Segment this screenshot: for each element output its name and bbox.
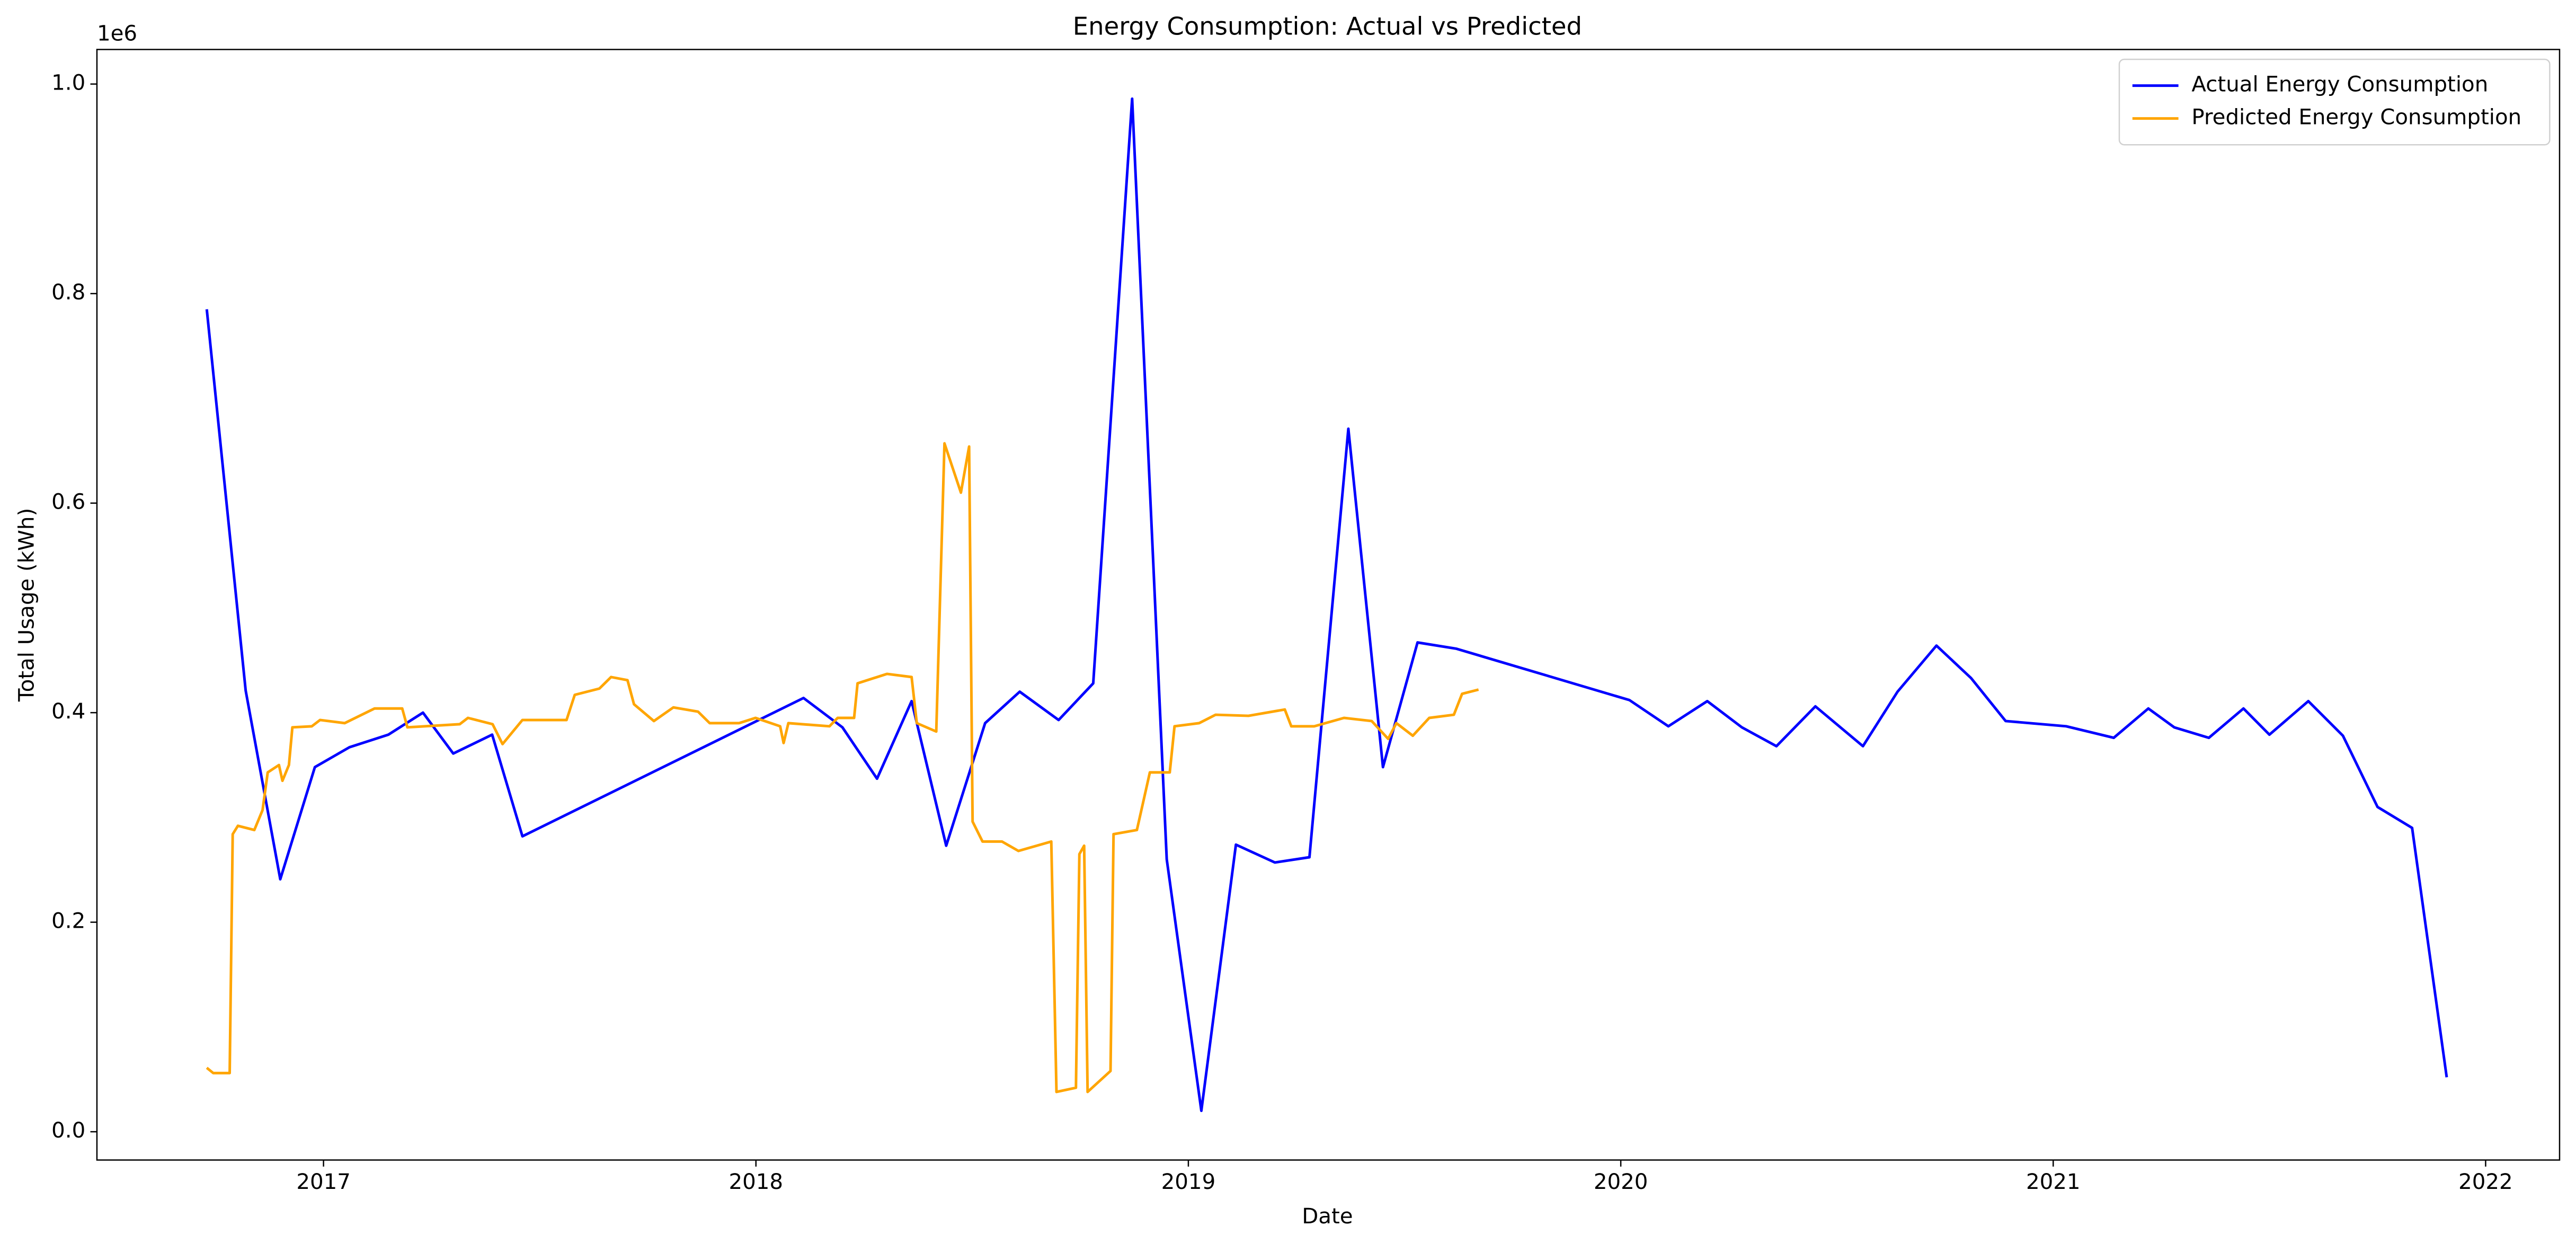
y-tick-label: 0.6 [51, 490, 85, 514]
x-tick-label: 2020 [1594, 1169, 1648, 1194]
plot-frame [96, 49, 2561, 1161]
y-axis-label: Total Usage (kWh) [14, 508, 39, 702]
x-axis-label: Date [1302, 1204, 1353, 1229]
y-offset-label: 1e6 [97, 21, 137, 46]
y-tick-label: 0.0 [51, 1118, 85, 1143]
x-tick-label: 2021 [2026, 1169, 2081, 1194]
plot-area: 2017 2018 2019 2020 2021 2022 0.0 0.2 0.4 0.6 0.8 1… [51, 49, 2561, 1194]
y-tick-label: 0.8 [51, 280, 85, 305]
y-tick-label: 1.0 [51, 70, 85, 95]
chart-title: Energy Consumption: Actual vs Predicted [1073, 12, 1582, 41]
legend-label: Predicted Energy Consumption [2191, 105, 2521, 130]
series-line [206, 442, 1479, 1094]
x-tick-label: 2022 [2458, 1169, 2513, 1194]
x-tick-label: 2018 [729, 1169, 783, 1194]
legend-box [2118, 58, 2551, 146]
y-tick-label: 0.4 [51, 699, 85, 724]
x-tick-label: 2019 [1161, 1169, 1216, 1194]
y-tick-label: 0.2 [51, 909, 85, 934]
series-line [205, 97, 2448, 1113]
x-tick-label: 2017 [296, 1169, 351, 1194]
legend-label: Actual Energy Consumption [2191, 72, 2488, 97]
legend: Actual Energy Consumption Predicted Energ… [2118, 58, 2551, 146]
